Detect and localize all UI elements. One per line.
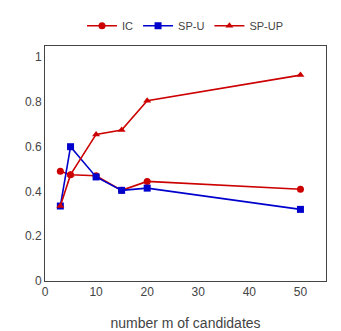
svg-text:0.8: 0.8 <box>25 95 42 109</box>
svg-text:20: 20 <box>141 285 155 299</box>
svg-text:SP-UP: SP-UP <box>249 20 283 32</box>
svg-text:SP-U: SP-U <box>178 20 204 32</box>
svg-text:0: 0 <box>35 274 42 288</box>
svg-text:number m of candidates: number m of candidates <box>110 315 260 331</box>
svg-text:30: 30 <box>192 285 206 299</box>
svg-text:1: 1 <box>35 50 42 64</box>
svg-text:50: 50 <box>294 285 308 299</box>
svg-text:10: 10 <box>89 285 103 299</box>
svg-text:0.6: 0.6 <box>25 140 42 154</box>
svg-text:0.4: 0.4 <box>25 185 42 199</box>
svg-text:0: 0 <box>42 285 49 299</box>
svg-text:IC: IC <box>122 20 133 32</box>
svg-text:0.2: 0.2 <box>25 229 42 243</box>
svg-text:40: 40 <box>243 285 257 299</box>
